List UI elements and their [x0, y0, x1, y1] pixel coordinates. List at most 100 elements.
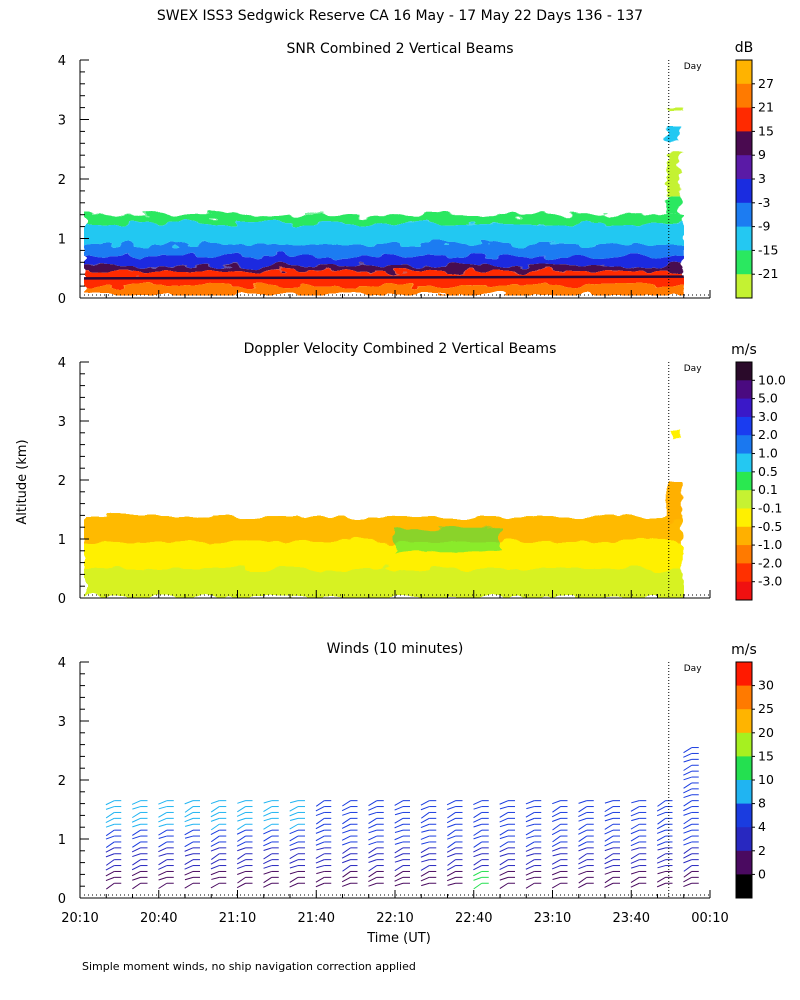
colorbar-label: -15	[758, 242, 778, 257]
wind-barb-staff	[446, 800, 456, 806]
wind-barb-staff	[184, 812, 194, 818]
wind-barb-staff	[263, 811, 272, 817]
colorbar-frame	[735, 361, 753, 601]
wind-barb-staff	[473, 882, 483, 890]
wind-barb-staff	[394, 871, 404, 878]
wind-barb-staff	[683, 823, 692, 829]
wind-barb-staff	[105, 847, 115, 853]
wind-barb-staff	[630, 829, 640, 835]
wind-profile	[525, 800, 542, 889]
wind-barb-staff	[552, 823, 561, 831]
wind-profile	[446, 800, 463, 886]
wind-barb-staff	[158, 876, 167, 881]
wind-barb-staff	[656, 835, 666, 842]
colorbar-label: 8	[758, 796, 766, 811]
wind-barb-staff	[421, 841, 430, 845]
wind-barb-staff	[683, 847, 693, 854]
wind-barb-staff	[394, 817, 404, 824]
wind-barb-staff	[499, 806, 509, 810]
wind-barb-staff	[184, 800, 194, 805]
wind-barb-staff	[578, 817, 587, 822]
doppler-panel-title: Doppler Velocity Combined 2 Vertical Bea…	[244, 341, 557, 357]
wind-barb-staff	[184, 817, 194, 823]
wind-barb-staff	[158, 812, 168, 818]
wind-barb-staff	[105, 859, 115, 866]
wind-barb-staff	[394, 865, 404, 872]
winds-panel: Winds (10 minutes) 0 1 2 3 4 20:10 20:40 21:10 2…	[58, 641, 774, 926]
wind-barb-staff	[473, 847, 482, 853]
x-tick-label: 21:40	[298, 911, 335, 926]
wind-barb-staff	[604, 817, 614, 822]
colorbar-label: 25	[758, 701, 774, 716]
y-tick-label: 1	[58, 833, 66, 848]
y-tick-label: 3	[58, 114, 66, 129]
colorbar-label: -21	[758, 266, 778, 281]
wind-barb-staff	[368, 853, 377, 859]
wind-barb-staff	[368, 865, 378, 872]
wind-barb-staff	[289, 823, 299, 830]
wind-barb-staff	[158, 870, 167, 876]
wind-barb-staff	[551, 865, 561, 870]
wind-barb-staff	[473, 853, 482, 858]
wind-barb-staff	[263, 841, 272, 847]
wind-barb-staff	[447, 853, 456, 858]
wind-barb-staff	[184, 823, 194, 827]
figure-title: SWEX ISS3 Sedgwick Reserve CA 16 May - 1…	[157, 8, 643, 24]
wind-barb-staff	[578, 876, 588, 884]
wind-barb-staff	[263, 876, 273, 884]
wind-barb-staff	[105, 835, 115, 840]
wind-barb-staff	[184, 829, 194, 836]
wind-barb-staff	[552, 806, 561, 813]
wind-barb-staff	[210, 841, 220, 847]
wind-barb-staff	[132, 853, 141, 858]
y-tick-label: 2	[58, 173, 66, 188]
colorbar-label: -3	[758, 195, 770, 210]
wind-barb-staff	[526, 806, 535, 810]
x-axis-label: Time (UT)	[366, 931, 431, 946]
wind-barb-staff	[656, 829, 666, 834]
wind-barb-staff	[525, 865, 535, 870]
wind-barb-staff	[578, 800, 587, 804]
wind-barb-staff	[368, 811, 377, 816]
colorbar-label: -0.1	[758, 500, 782, 515]
wind-barb-staff	[447, 829, 456, 837]
wind-barb-staff	[316, 847, 325, 851]
wind-barb-staff	[315, 882, 325, 888]
wind-barb-staff	[315, 835, 325, 842]
y-tick-label: 4	[58, 356, 66, 371]
day-marker-label: Day	[684, 664, 702, 674]
wind-barb-staff	[394, 806, 404, 811]
wind-barb-staff	[630, 841, 640, 847]
wind-barb-staff	[368, 823, 377, 829]
wind-barb-staff	[421, 812, 430, 819]
wind-barb-staff	[158, 823, 167, 828]
colorbar-label: 20	[758, 725, 774, 740]
wind-barb-staff	[499, 823, 509, 828]
wind-barb-staff	[683, 794, 692, 799]
colorbar-swatch	[736, 490, 752, 509]
wind-barb-staff	[394, 800, 404, 806]
doppler-upper-band	[84, 516, 684, 542]
wind-profile	[656, 800, 673, 888]
wind-barb-staff	[132, 806, 141, 810]
wind-barb-staff	[631, 800, 640, 804]
day-marker-label: Day	[684, 364, 702, 374]
wind-barb-staff	[420, 847, 430, 854]
wind-barb-staff	[683, 758, 692, 763]
wind-barb-staff	[184, 859, 194, 865]
wind-barb-staff	[683, 882, 692, 888]
wind-barb-staff	[473, 835, 482, 840]
y-tick-label: 3	[58, 415, 66, 430]
wind-profile	[341, 800, 358, 887]
wind-profile	[604, 800, 620, 888]
y-tick-label: 3	[58, 715, 66, 730]
wind-barb-staff	[420, 806, 430, 811]
wind-barb-staff	[420, 853, 430, 858]
winds-panel-title: Winds (10 minutes)	[327, 641, 464, 657]
wind-barb-staff	[578, 859, 587, 865]
wind-profile	[420, 800, 437, 887]
wind-barb-staff	[551, 841, 561, 847]
colorbar-label: -9	[758, 219, 771, 234]
wind-barb-staff	[289, 859, 299, 864]
